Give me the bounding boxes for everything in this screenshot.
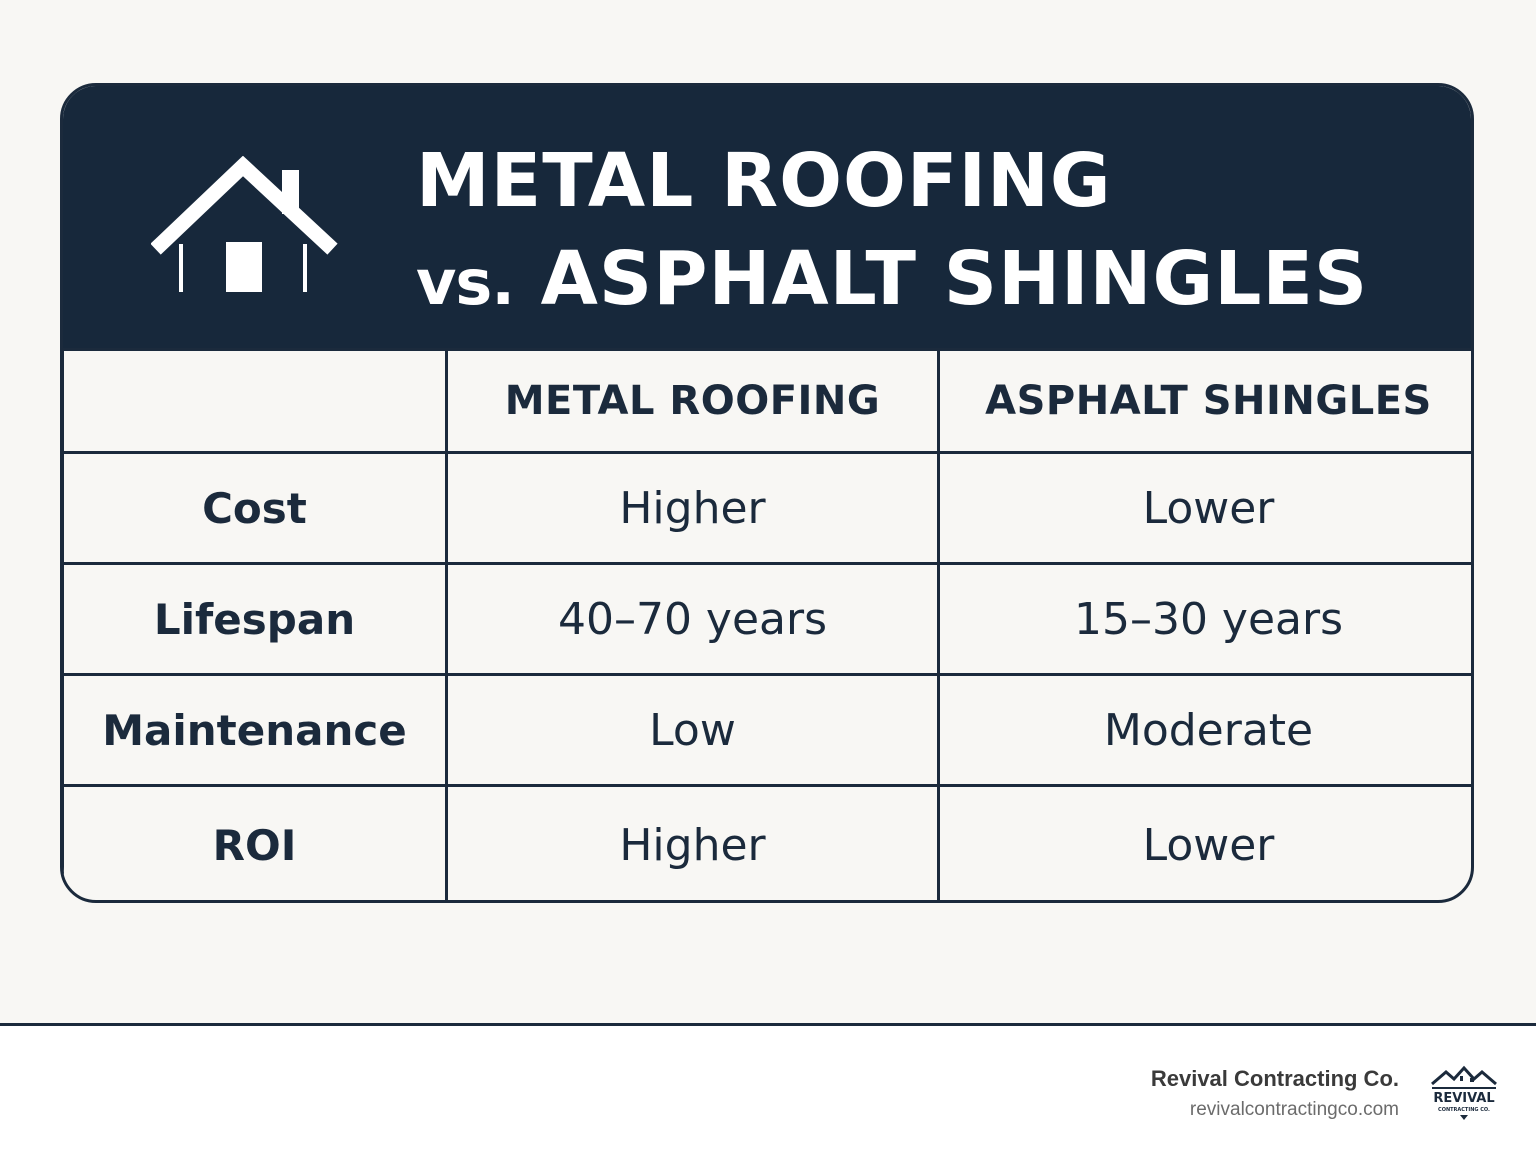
cell-metal-cost: Higher <box>445 451 940 565</box>
company-name: Revival Contracting Co. <box>1150 1066 1399 1091</box>
title-vs: vs. <box>416 246 515 319</box>
cell-asphalt-maintenance: Moderate <box>937 673 1471 787</box>
header-banner: METAL ROOFING vs. ASPHALT SHINGLES <box>63 86 1471 351</box>
column-header-metal: METAL ROOFING <box>445 348 940 454</box>
title-line-2-text: ASPHALT SHINGLES <box>540 236 1369 322</box>
company-logo: REVIVAL CONTRACTING CO. <box>1431 1065 1497 1120</box>
row-label-cost: Cost <box>63 451 448 565</box>
page-title: METAL ROOFING vs. ASPHALT SHINGLES <box>416 132 1368 332</box>
cell-asphalt-lifespan: 15–30 years <box>937 562 1471 676</box>
cell-metal-maintenance: Low <box>445 673 940 787</box>
row-label-roi: ROI <box>63 784 448 900</box>
comparison-table: METAL ROOFING ASPHALT SHINGLES Cost High… <box>63 348 1471 900</box>
title-line-1: METAL ROOFING <box>416 138 1112 224</box>
logo-subtext: CONTRACTING CO. <box>1438 1107 1490 1113</box>
footer-divider <box>0 1023 1536 1026</box>
comparison-card: METAL ROOFING vs. ASPHALT SHINGLES METAL… <box>60 83 1474 903</box>
row-label-maintenance: Maintenance <box>63 673 448 787</box>
cell-metal-roi: Higher <box>445 784 940 900</box>
column-header-empty <box>63 348 448 454</box>
row-label-lifespan: Lifespan <box>63 562 448 676</box>
title-line-2: vs. ASPHALT SHINGLES <box>416 230 1368 332</box>
table-row: Maintenance Low Moderate <box>63 673 1471 787</box>
cell-metal-lifespan: 40–70 years <box>445 562 940 676</box>
column-header-asphalt: ASPHALT SHINGLES <box>937 348 1471 454</box>
house-icon <box>151 156 338 292</box>
cell-asphalt-cost: Lower <box>937 451 1471 565</box>
cell-asphalt-roi: Lower <box>937 784 1471 900</box>
table-row: Cost Higher Lower <box>63 451 1471 565</box>
table-row: ROI Higher Lower <box>63 784 1471 900</box>
company-website: revivalcontractingco.com <box>1189 1099 1399 1120</box>
table-header-row: METAL ROOFING ASPHALT SHINGLES <box>63 348 1471 454</box>
table-row: Lifespan 40–70 years 15–30 years <box>63 562 1471 676</box>
footer: Revival Contracting Co. revivalcontracti… <box>0 1026 1536 1154</box>
logo-text: REVIVAL <box>1433 1091 1494 1106</box>
